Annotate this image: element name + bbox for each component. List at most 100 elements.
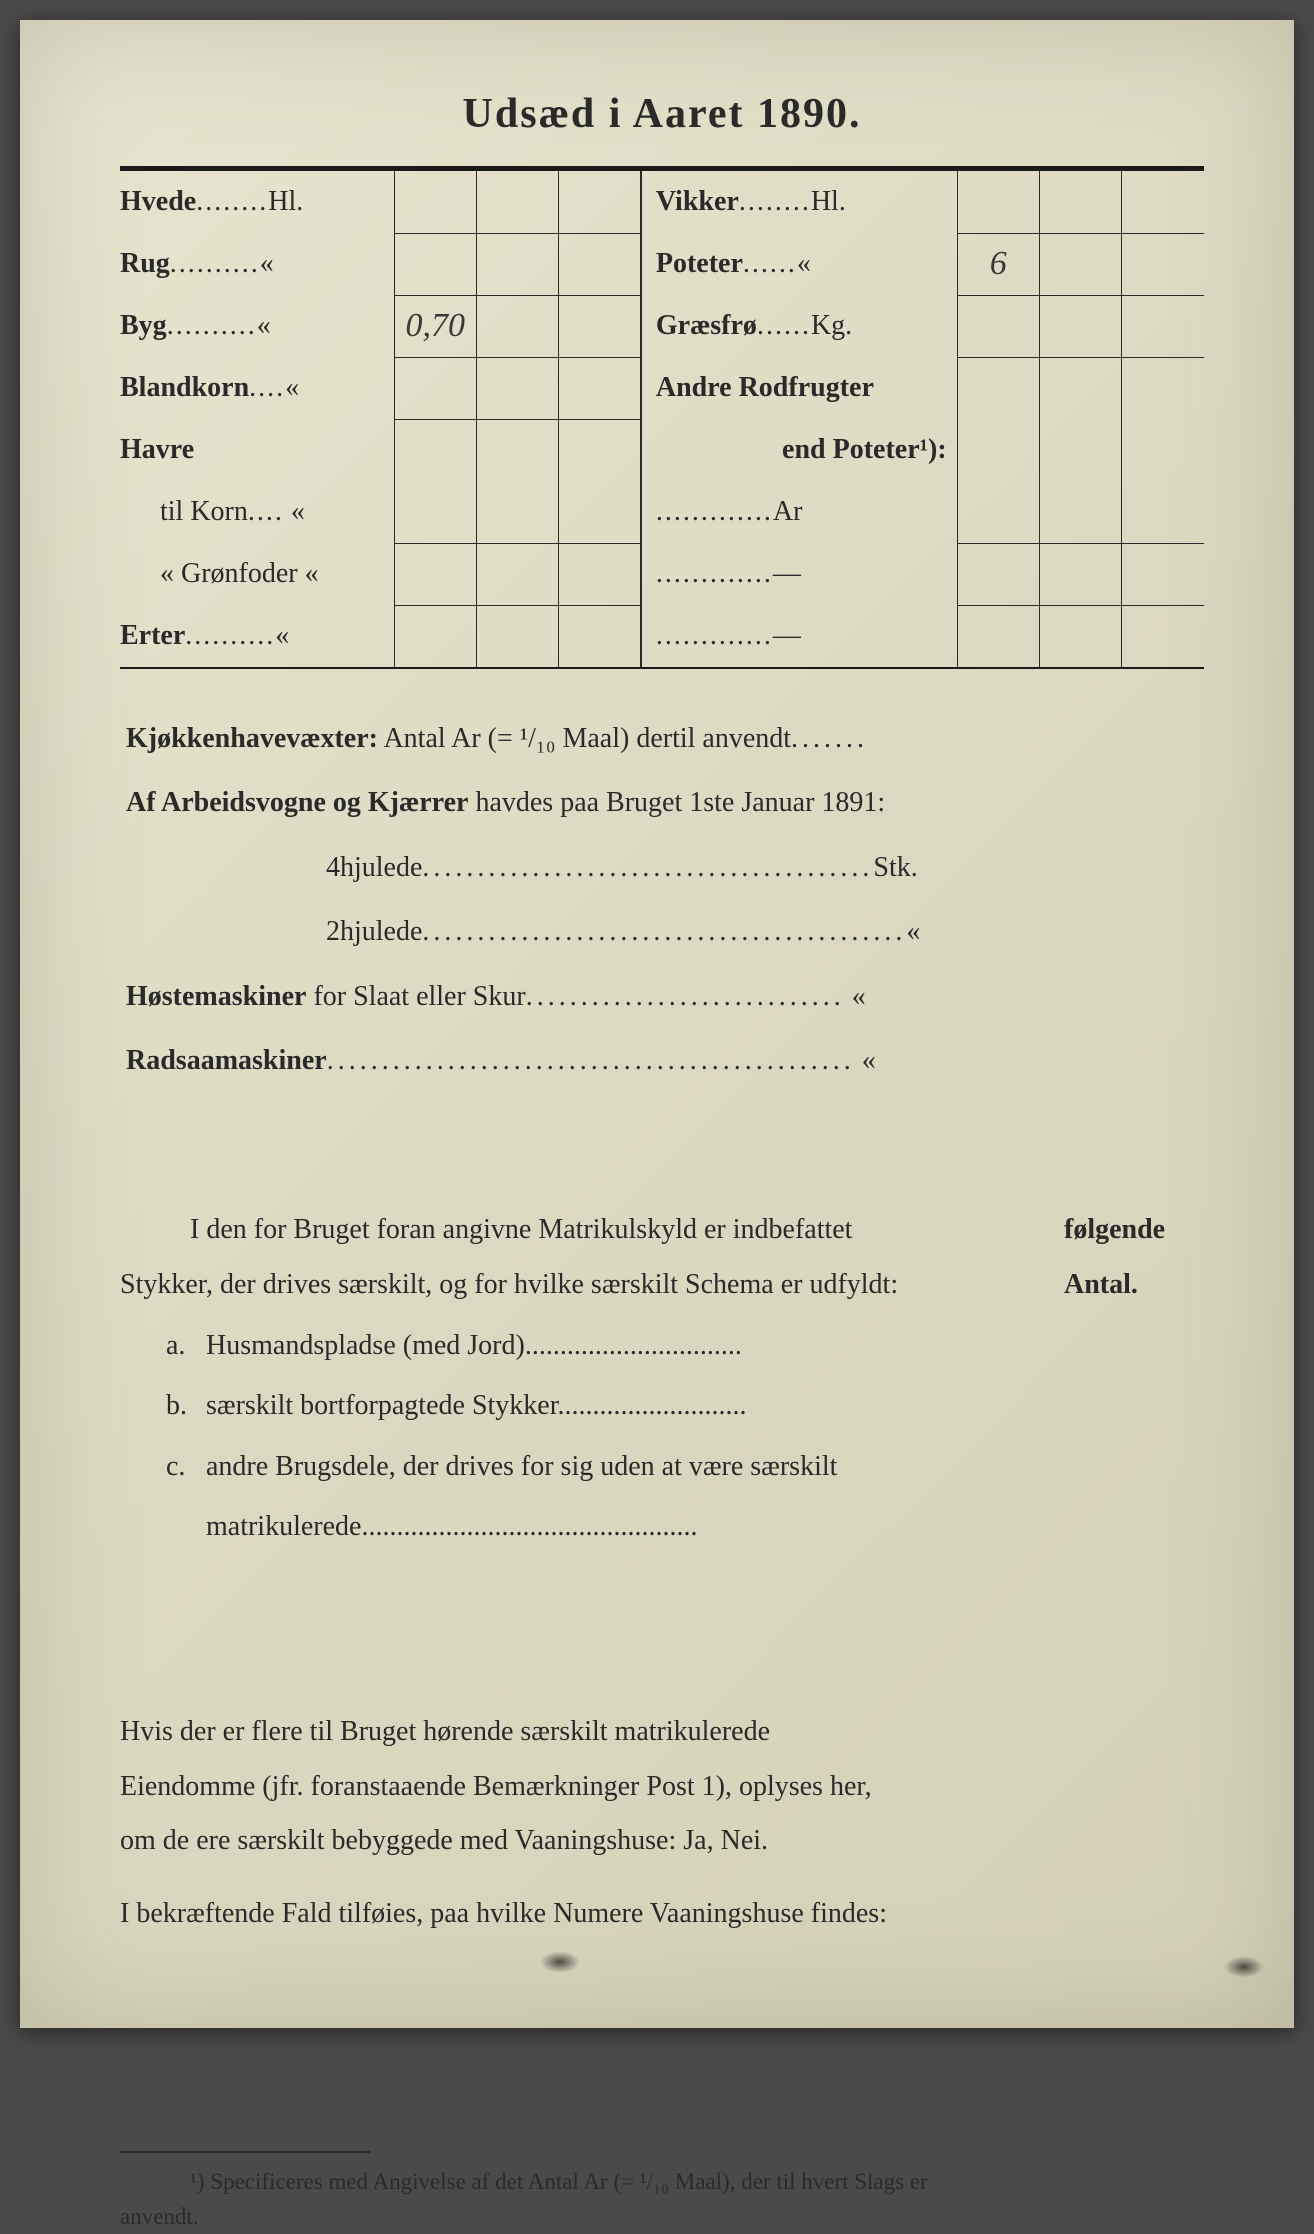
document-page: Udsæd i Aaret 1890. Hvede........Hl. Vikk… [20,20,1294,2028]
page-title: Udsæd i Aaret 1890. [120,90,1204,138]
seed-value-cell [394,233,476,295]
seed-value-cell [559,171,641,233]
seed-value-cell [559,357,641,419]
seed-value-cell [1039,605,1121,667]
seed-value-cell [1122,357,1204,419]
seed-label-cell: Havre [120,419,394,481]
table-bottom-rule [120,667,1204,669]
four-wheel-label: 4hjulede [326,852,422,883]
seed-value-cell: 6 [957,233,1039,295]
wagons-text: havdes paa Bruget 1ste Januar 1891: [468,787,885,818]
seed-value-cell [1039,233,1121,295]
footnote-line-1: ¹) Specificeres med Angivelse af det Ant… [190,2169,928,2194]
parcels-para-1: I den for Bruget foran angivne Matrikuls… [120,1203,1204,1258]
four-wheel-unit: Stk. [873,852,917,883]
dots: ............................. [526,981,845,1012]
seed-value-cell [1039,171,1121,233]
two-wheel-label: 2hjulede [326,916,422,947]
seed-label-cell: Blandkorn....« [120,357,394,419]
dwell-p2: Eiendomme (jfr. foranstaaende Bemærkning… [120,1760,1204,1815]
ink-smudge [540,1951,580,1973]
seed-value-cell [1039,543,1121,605]
dwell-p3c: Ja, Nei. [676,1825,768,1856]
seed-value-cell [476,543,558,605]
right-column-header: følgende Antal. [1064,1203,1204,1312]
count-label: Antal. [1064,1269,1138,1300]
dwell-p4c: Vaaningshuse findes: [643,1898,887,1929]
seed-value-cell [559,295,641,357]
seed-value-cell [957,357,1039,419]
seed-value-cell [394,543,476,605]
parcels-para-2: Stykker, der drives særskilt, og for hvi… [120,1258,1204,1313]
seed-label-cell: Vikker........Hl. [641,171,957,233]
seed-table: Hvede........Hl. Vikker........Hl.Rug....… [120,171,1204,667]
seed-value-cell [476,357,558,419]
seed-row: Hvede........Hl. Vikker........Hl. [120,171,1204,233]
seed-value-cell [957,605,1039,667]
dwell-p4a: I bekræftende Fald tilføies, paa [120,1898,476,1929]
seed-label-cell: .............Ar [641,481,957,543]
seed-label-cell: Græsfrø......Kg. [641,295,957,357]
item-c-text-2: der drives for sig uden at være særskilt [396,1451,838,1482]
seed-label-cell: end Poteter¹): [641,419,957,481]
seed-label-cell: Poteter......« [641,233,957,295]
seed-label-cell: Andre Rodfrugter [641,357,957,419]
dots: ........................................… [422,852,873,883]
seed-value-cell [1039,481,1121,543]
seed-value-cell [476,605,558,667]
seed-value-cell [476,481,558,543]
wagons-label: Af Arbeidsvogne og Kjærrer [126,787,468,818]
seeder-unit: « [862,1045,876,1076]
seed-value-cell [559,481,641,543]
seed-value-cell [559,605,641,667]
seed-label-cell: .............— [641,543,957,605]
harvester-label: Høstemaskiner [126,981,306,1012]
seed-value-cell [957,543,1039,605]
seed-label-cell: .............— [641,605,957,667]
seed-value-cell [559,419,641,481]
dwell-p4b: hvilke Numere [476,1898,643,1929]
list-item-b: b.særskilt bortforpagtede Stykker.......… [120,1379,1204,1434]
seed-value-cell [1122,543,1204,605]
item-c-text-1: andre Brugsdele, [206,1451,396,1482]
seed-label-cell: Hvede........Hl. [120,171,394,233]
dots: ....... [791,723,868,754]
seed-row: Byg..........«0,70Græsfrø......Kg. [120,295,1204,357]
dots: ........................... [558,1390,747,1421]
seed-value-cell [476,295,558,357]
two-wheel-unit: « [906,916,920,947]
dwell-p1: Hvis der er flere til Bruget hørende sær… [120,1705,1204,1760]
seed-value-cell [476,419,558,481]
ink-smudge [1224,1956,1264,1978]
seed-value-cell [1122,171,1204,233]
harvester-unit: « [852,981,866,1012]
seed-value-cell [957,481,1039,543]
seed-row: « Grønfoder «.............— [120,543,1204,605]
seed-value-cell [1122,481,1204,543]
seed-value-cell [1122,233,1204,295]
list-item-c-cont: matrikulerede...........................… [120,1500,1204,1555]
harvester-text: for Slaat eller Skur [306,981,525,1012]
seed-value-cell [1122,419,1204,481]
seed-value-cell [957,419,1039,481]
dwell-p4: I bekræftende Fald tilføies, paa hvilke … [120,1887,1204,1942]
seed-row: Rug..........«Poteter......«6 [120,233,1204,295]
footnote-rule [120,2151,370,2153]
seed-label-cell: Erter..........« [120,605,394,667]
seed-value-cell [394,357,476,419]
seed-value-cell [476,171,558,233]
seeder-label: Radsaamaskiner [126,1045,327,1076]
seed-value-cell [957,171,1039,233]
seed-value-cell [1039,357,1121,419]
seed-label-cell: til Korn.... « [120,481,394,543]
item-a-text: Husmandspladse (med Jord) [206,1330,525,1361]
seed-value-cell [957,295,1039,357]
dots: ........................................… [361,1511,697,1542]
seed-value-cell [1122,605,1204,667]
seed-label-cell: Byg..........« [120,295,394,357]
dots: ........................................… [422,916,906,947]
kitchen-garden-text: Antal Ar (= ¹/₁₀ Maal) dertil anvendt [378,723,791,754]
seed-value-cell [559,233,641,295]
item-b-text: særskilt bortforpagtede Stykker [206,1390,558,1421]
seed-value-cell [476,233,558,295]
